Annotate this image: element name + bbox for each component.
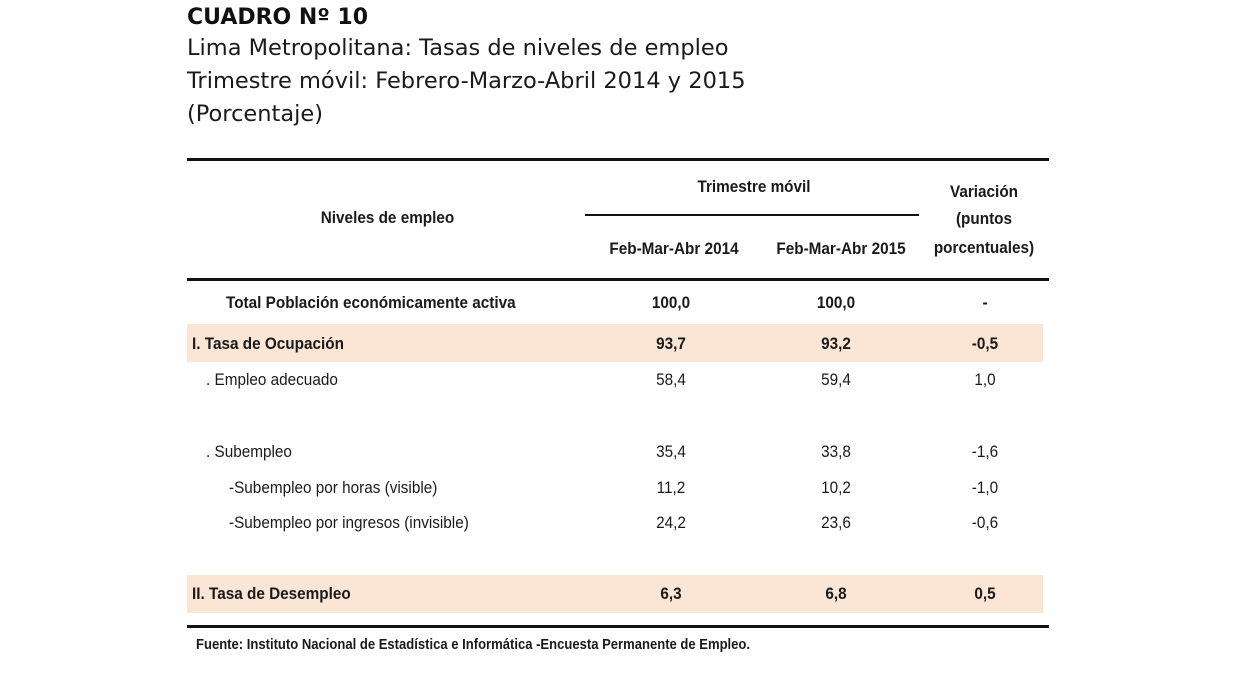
row-label: Total Población económicamente activa <box>226 293 516 312</box>
header-trimestre-movil: Trimestre móvil <box>697 177 811 196</box>
header-feb-mar-abr-2014: Feb-Mar-Abr 2014 <box>609 239 739 258</box>
row-label: -Subempleo por ingresos (invisible) <box>229 513 469 532</box>
row-value-2014: 6,3 <box>660 584 682 603</box>
row-variation: 1,0 <box>974 370 996 389</box>
row-variation: -0,5 <box>971 334 999 353</box>
row-value-2015: 23,6 <box>821 513 851 532</box>
row-variation: -1,6 <box>971 442 999 461</box>
row-value-2015: 6,8 <box>825 584 847 603</box>
header-feb-mar-abr-2015: Feb-Mar-Abr 2015 <box>776 239 906 258</box>
document-header: CUADRO Nº 10 Lima Metropolitana: Tasas d… <box>187 4 746 131</box>
row-value-2015: 33,8 <box>821 442 851 461</box>
row-label: I. Tasa de Ocupación <box>192 334 344 353</box>
subtitle-line-3: (Porcentaje) <box>187 101 324 127</box>
header-variacion-line-1: Variación <box>949 182 1019 201</box>
trimestre-group-rule <box>585 214 919 216</box>
row-variation: - <box>982 293 988 312</box>
cuadro-title: CUADRO Nº 10 <box>187 5 369 30</box>
row-value-2015: 10,2 <box>821 478 851 497</box>
table-top-rule <box>187 158 1049 161</box>
header-niveles-de-empleo: Niveles de empleo <box>320 208 455 227</box>
row-label: -Subempleo por horas (visible) <box>229 478 438 497</box>
header-variacion-line-2: (puntos <box>955 209 1013 228</box>
row-value-2014: 24,2 <box>656 513 686 532</box>
row-value-2014: 93,7 <box>656 334 686 353</box>
row-value-2014: 11,2 <box>656 478 686 497</box>
header-variacion-line-3: porcentuales) <box>933 238 1035 257</box>
row-highlight-ocupacion <box>187 324 1043 362</box>
table-bottom-rule <box>187 625 1049 628</box>
row-label: . Empleo adecuado <box>206 370 338 389</box>
source-note: Fuente: Instituto Nacional de Estadístic… <box>196 637 751 653</box>
row-highlight-desempleo <box>187 575 1043 613</box>
row-value-2015: 59,4 <box>821 370 851 389</box>
row-variation: 0,5 <box>974 584 996 603</box>
row-label: . Subempleo <box>206 442 292 461</box>
row-value-2014: 35,4 <box>656 442 686 461</box>
header-bottom-rule <box>187 278 1049 281</box>
row-variation: -1,0 <box>971 478 999 497</box>
subtitle-line-1: Lima Metropolitana: Tasas de niveles de … <box>187 35 729 61</box>
row-value-2015: 100,0 <box>816 293 856 312</box>
row-value-2015: 93,2 <box>821 334 851 353</box>
row-label: II. Tasa de Desempleo <box>192 584 351 603</box>
row-variation: -0,6 <box>971 513 999 532</box>
row-value-2014: 100,0 <box>651 293 691 312</box>
row-value-2014: 58,4 <box>656 370 686 389</box>
subtitle-line-2: Trimestre móvil: Febrero-Marzo-Abril 201… <box>187 68 746 94</box>
